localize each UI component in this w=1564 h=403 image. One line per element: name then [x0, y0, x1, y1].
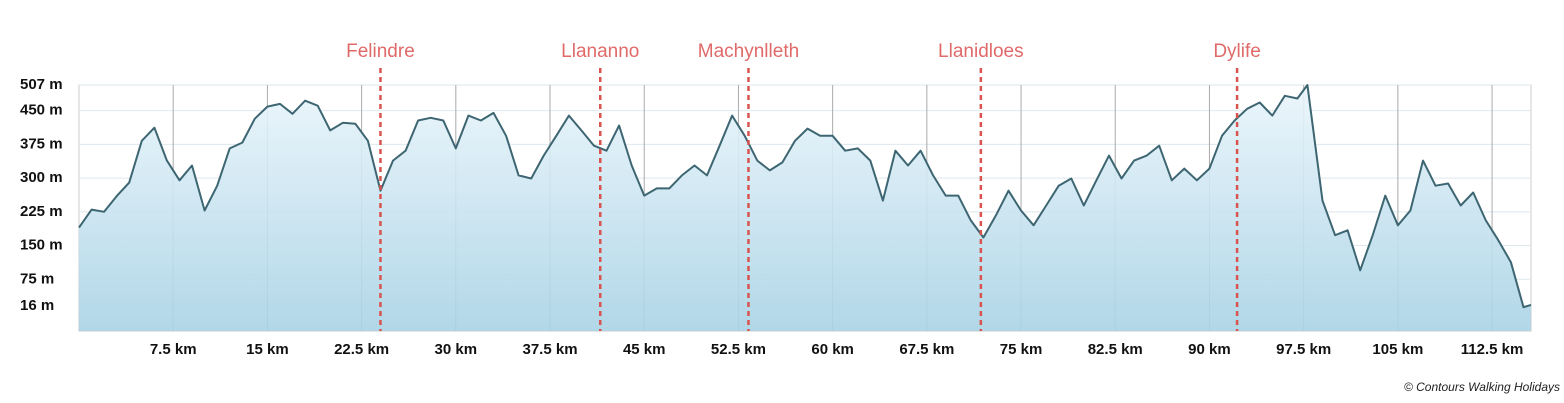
elevation-area	[79, 85, 1531, 331]
x-tick-label: 45 km	[623, 341, 666, 358]
town-label: Dylife	[1213, 41, 1261, 62]
y-tick-label: 507 m	[20, 76, 63, 93]
x-tick-label: 75 km	[1000, 341, 1043, 358]
x-tick-label: 22.5 km	[334, 341, 389, 358]
town-label: Machynlleth	[698, 41, 799, 62]
x-tick-label: 82.5 km	[1088, 341, 1143, 358]
town-label: Llanidloes	[938, 41, 1024, 62]
y-tick-label: 75 m	[20, 270, 54, 287]
y-tick-label: 375 m	[20, 135, 63, 152]
x-tick-label: 67.5 km	[899, 341, 954, 358]
x-tick-label: 37.5 km	[522, 341, 577, 358]
y-tick-label: 225 m	[20, 203, 63, 220]
x-tick-label: 7.5 km	[150, 341, 197, 358]
x-tick-label: 105 km	[1372, 341, 1423, 358]
town-label: Felindre	[346, 41, 415, 62]
y-tick-label: 300 m	[20, 169, 63, 186]
x-tick-label: 60 km	[811, 341, 854, 358]
elevation-line	[78, 84, 1532, 309]
x-tick-label: 15 km	[246, 341, 289, 358]
x-tick-label: 112.5 km	[1461, 341, 1524, 358]
y-tick-label: 16 m	[20, 297, 54, 314]
y-tick-label: 450 m	[20, 102, 63, 119]
x-tick-label: 97.5 km	[1276, 341, 1331, 358]
x-tick-label: 90 km	[1188, 341, 1231, 358]
credit: © Contours Walking Holidays	[1404, 380, 1560, 394]
x-tick-label: 30 km	[435, 341, 478, 358]
y-tick-label: 150 m	[20, 237, 63, 254]
town-label: Llananno	[561, 41, 639, 62]
x-tick-label: 52.5 km	[711, 341, 766, 358]
